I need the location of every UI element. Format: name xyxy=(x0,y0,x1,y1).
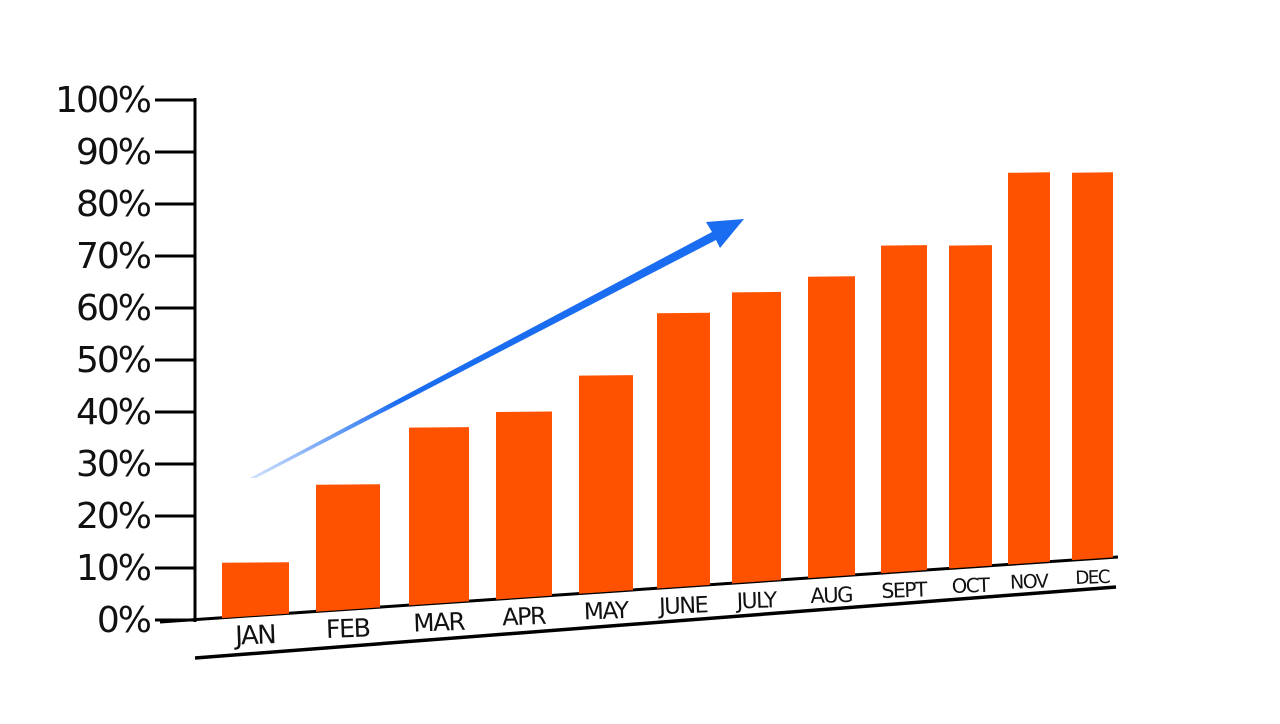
x-tick-label: APR xyxy=(502,602,547,632)
bar-apr xyxy=(496,411,552,600)
y-tick-label: 70% xyxy=(76,236,151,277)
y-tick-label: 30% xyxy=(76,444,151,485)
bar-oct xyxy=(949,245,992,569)
bar-mar xyxy=(409,427,469,606)
bar-dec xyxy=(1072,172,1113,561)
trend-arrow xyxy=(250,219,744,478)
bars xyxy=(222,172,1113,619)
x-tick-label: FEB xyxy=(326,614,371,645)
bar-june xyxy=(657,312,710,589)
bar-nov xyxy=(1008,172,1050,565)
y-tick-label: 10% xyxy=(76,548,151,589)
arrow-icon xyxy=(250,219,744,478)
y-tick-label: 60% xyxy=(76,288,151,329)
x-tick-label: SEPT xyxy=(881,577,928,603)
bar-aug xyxy=(808,276,855,579)
y-tick-label: 0% xyxy=(97,600,151,641)
x-tick-label: JUNE xyxy=(657,592,708,620)
y-tick-label: 90% xyxy=(76,132,151,173)
x-tick-label: DEC xyxy=(1075,567,1110,589)
x-tick-label: NOV xyxy=(1010,570,1050,593)
x-tick-label: OCT xyxy=(951,574,991,598)
bar-jan xyxy=(222,562,289,619)
x-axis-underline xyxy=(194,585,1117,660)
x-tick-label: AUG xyxy=(810,582,853,608)
x-tick-label: MAR xyxy=(413,607,466,638)
y-axis: 0% 10% 20% 30% 40% 50% 60% 70% 80% 90% 100% xyxy=(55,80,1119,660)
y-tick-label: 80% xyxy=(76,184,151,225)
x-tick-label: JAN xyxy=(233,620,276,651)
x-tick-label: MAY xyxy=(583,597,630,626)
x-tick-label: JULY xyxy=(734,588,778,614)
y-tick-label: 40% xyxy=(76,392,151,433)
y-tick-label: 50% xyxy=(76,340,151,381)
x-axis-labels: JAN FEB MAR APR MAY JUNE JULY AUG SEPT OCT NOV DEC xyxy=(233,567,1110,652)
bar-feb xyxy=(316,484,380,612)
bar-may xyxy=(579,375,633,594)
y-tick-label: 100% xyxy=(55,80,151,121)
y-tick-label: 20% xyxy=(76,496,151,537)
bar-july xyxy=(732,291,781,584)
bar-sept xyxy=(881,245,927,574)
